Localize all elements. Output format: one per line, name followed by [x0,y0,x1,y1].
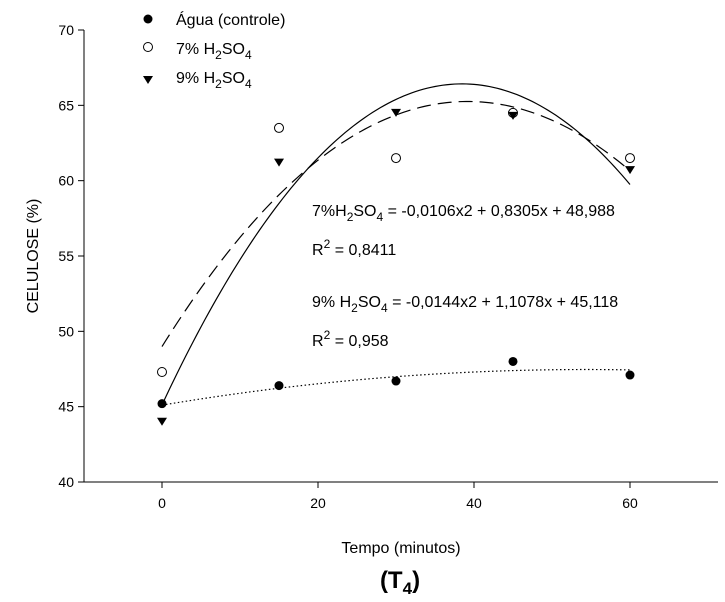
y-tick-label: 40 [58,474,74,490]
y-tick-label: 55 [58,248,74,264]
y-tick-label: 70 [58,22,74,38]
r2-9pct: R2 = 0,958 [312,328,389,350]
point-9pct [625,166,635,175]
legend-marker-9pct [143,76,153,84]
point-agua [508,356,518,366]
point-9pct [391,108,401,117]
panel-label: (T4) [380,567,420,598]
r2-7pct: R2 = 0,8411 [312,237,396,259]
point-7pct [391,153,401,164]
legend: Água (controle) 7% H2SO4 9% H2SO4 [143,10,285,91]
y-tick-label: 65 [58,97,74,113]
x-tick-label: 60 [622,495,638,511]
point-7pct [625,153,635,164]
equations: 7%H2SO4 = -0,0106x2 + 0,8305x + 48,988 R… [312,203,618,350]
point-9pct [157,417,167,426]
y-tick-label: 45 [58,399,74,415]
y-axis-title: CELULOSE (%) [25,199,42,314]
point-7pct [274,122,284,133]
equation-9pct: 9% H2SO4 = -0,0144x2 + 1,1078x + 45,118 [312,294,618,315]
point-7pct [157,367,167,378]
y-tick-label: 60 [58,173,74,189]
fit-curve-7pct [161,100,631,347]
x-tick-label: 0 [158,495,166,511]
legend-label-9pct: 9% H2SO4 [176,70,252,91]
x-ticks: 0 20 40 60 [158,482,638,511]
legend-marker-7pct [143,42,153,52]
y-ticks: 40 45 50 55 60 65 70 [58,22,84,490]
fit-curve-agua [161,368,631,406]
legend-marker-agua [143,14,153,24]
y-tick-label: 50 [58,323,74,339]
legend-label-agua: Água (controle) [176,10,285,29]
point-9pct [508,111,518,120]
point-9pct [274,158,284,167]
data-points [157,107,635,426]
point-agua [274,381,284,391]
point-agua [625,370,635,380]
point-agua [391,376,401,386]
x-axis-title: Tempo (minutos) [341,540,460,557]
fit-curve-9pct [161,83,631,406]
equation-7pct: 7%H2SO4 = -0,0106x2 + 0,8305x + 48,988 [312,203,615,224]
legend-label-7pct: 7% H2SO4 [176,41,252,62]
point-agua [157,399,167,409]
x-tick-label: 40 [466,495,482,511]
fit-curves [161,83,631,406]
x-tick-label: 20 [310,495,326,511]
